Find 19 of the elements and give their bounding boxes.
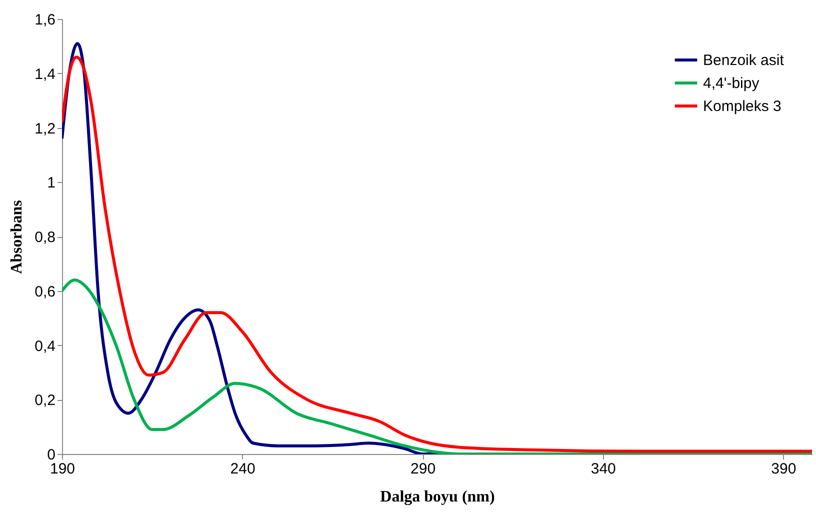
legend-label: Kompleks 3 — [703, 98, 782, 115]
y-axis-title: Absorbans — [8, 200, 26, 274]
x-tick-label: 190 — [50, 460, 76, 478]
x-tick-label: 290 — [410, 460, 436, 478]
y-tick-label: 1 — [47, 174, 56, 192]
y-tick-label: 0,2 — [34, 392, 56, 410]
y-tick-label: 1,2 — [34, 120, 56, 138]
y-tick-label: 0,8 — [34, 229, 56, 246]
legend-label: 4,4'-bipy — [703, 75, 760, 92]
y-tick-label: 1,4 — [34, 66, 56, 83]
y-tick-label: 0,4 — [34, 338, 56, 355]
y-tick-label: 0,6 — [34, 283, 56, 300]
x-tick-label: 340 — [590, 460, 616, 478]
y-tick-label: 0 — [47, 446, 56, 464]
x-axis-title: Dalga boyu (nm) — [380, 488, 495, 506]
x-tick-label: 240 — [230, 460, 256, 478]
y-tick-label: 1,6 — [34, 12, 56, 28]
x-tick-label: 390 — [771, 460, 796, 478]
legend-label: Benzoik asit — [703, 52, 785, 69]
